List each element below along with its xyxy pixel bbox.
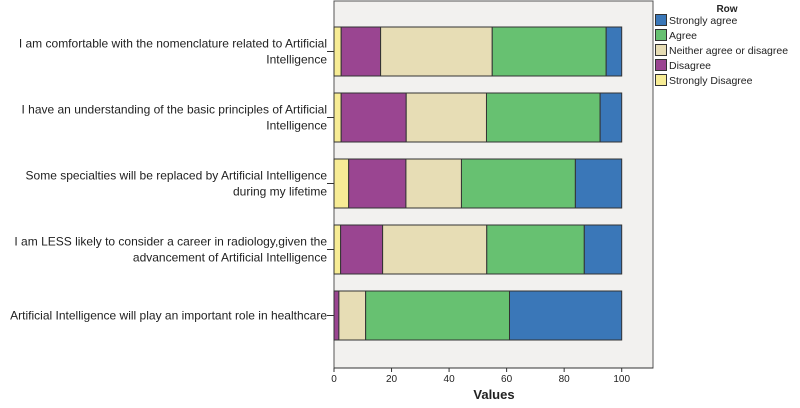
bar-segment-strongly-disagree <box>333 224 342 275</box>
bar-segment-neither-agree-or-disagree <box>380 26 493 77</box>
bar-segment-disagree <box>340 224 384 275</box>
legend-title: Row <box>716 4 737 15</box>
x-tick-label: 20 <box>386 374 398 385</box>
x-axis-label: Values <box>473 387 514 402</box>
legend-swatch <box>655 59 667 71</box>
bar-segment-strongly-agree <box>508 290 623 341</box>
bar-segment-strongly-agree <box>583 224 623 275</box>
legend-swatch <box>655 14 667 26</box>
bar-segment-strongly-disagree <box>333 158 350 209</box>
x-tick-label: 0 <box>331 374 337 385</box>
legend: Row Strongly agree Agree Neither agree or … <box>655 4 788 87</box>
bar-segment-neither-agree-or-disagree <box>382 224 488 275</box>
legend-swatch <box>655 29 667 41</box>
legend-item-label: Agree <box>669 30 697 42</box>
bar-segment-agree <box>486 224 585 275</box>
legend-item-label: Neither agree or disagree <box>669 45 788 57</box>
bar-segment-strongly-disagree <box>333 26 342 77</box>
legend-item-label: Strongly agree <box>669 15 737 27</box>
bar-segment-disagree <box>340 92 407 143</box>
legend-swatch <box>655 44 667 56</box>
y-tick-label: advancement of Artificial Intelligence <box>133 251 327 265</box>
x-tick-label: 80 <box>559 374 571 385</box>
y-tick-label: I have an understanding of the basic pri… <box>21 103 327 117</box>
bar-segment-disagree <box>348 158 407 209</box>
bar-segment-strongly-disagree <box>333 92 342 143</box>
bar-segment-neither-agree-or-disagree <box>405 158 462 209</box>
legend-item-label: Strongly Disagree <box>669 75 753 87</box>
bar-segment-agree <box>485 92 601 143</box>
bar-segment-agree <box>365 290 510 341</box>
bar-segment-strongly-agree <box>605 26 623 77</box>
y-tick-label: Artificial Intelligence will play an imp… <box>10 309 327 323</box>
bar-segment-strongly-agree <box>574 158 623 209</box>
bar-segment-neither-agree-or-disagree <box>405 92 487 143</box>
bar-segment-neither-agree-or-disagree <box>338 290 367 341</box>
y-tick-label: Some specialties will be replaced by Art… <box>26 169 328 183</box>
y-tick-label: I am LESS likely to consider a career in… <box>14 235 327 249</box>
y-tick-label: Intelligence <box>266 53 327 67</box>
x-tick-label: 60 <box>501 374 513 385</box>
legend-item-label: Disagree <box>669 60 711 72</box>
bar-segment-agree <box>460 158 576 209</box>
y-tick-label: I am comfortable with the nomenclature r… <box>19 37 327 51</box>
bar-segment-disagree <box>333 290 340 341</box>
bar-segment-agree <box>491 26 607 77</box>
legend-swatch <box>655 74 667 86</box>
bar-segment-disagree <box>340 26 382 77</box>
y-tick-label: during my lifetime <box>233 185 327 199</box>
y-tick-label: Intelligence <box>266 119 327 133</box>
bar-segment-strongly-agree <box>599 92 623 143</box>
x-tick-label: 40 <box>444 374 456 385</box>
x-tick-label: 100 <box>613 374 630 385</box>
